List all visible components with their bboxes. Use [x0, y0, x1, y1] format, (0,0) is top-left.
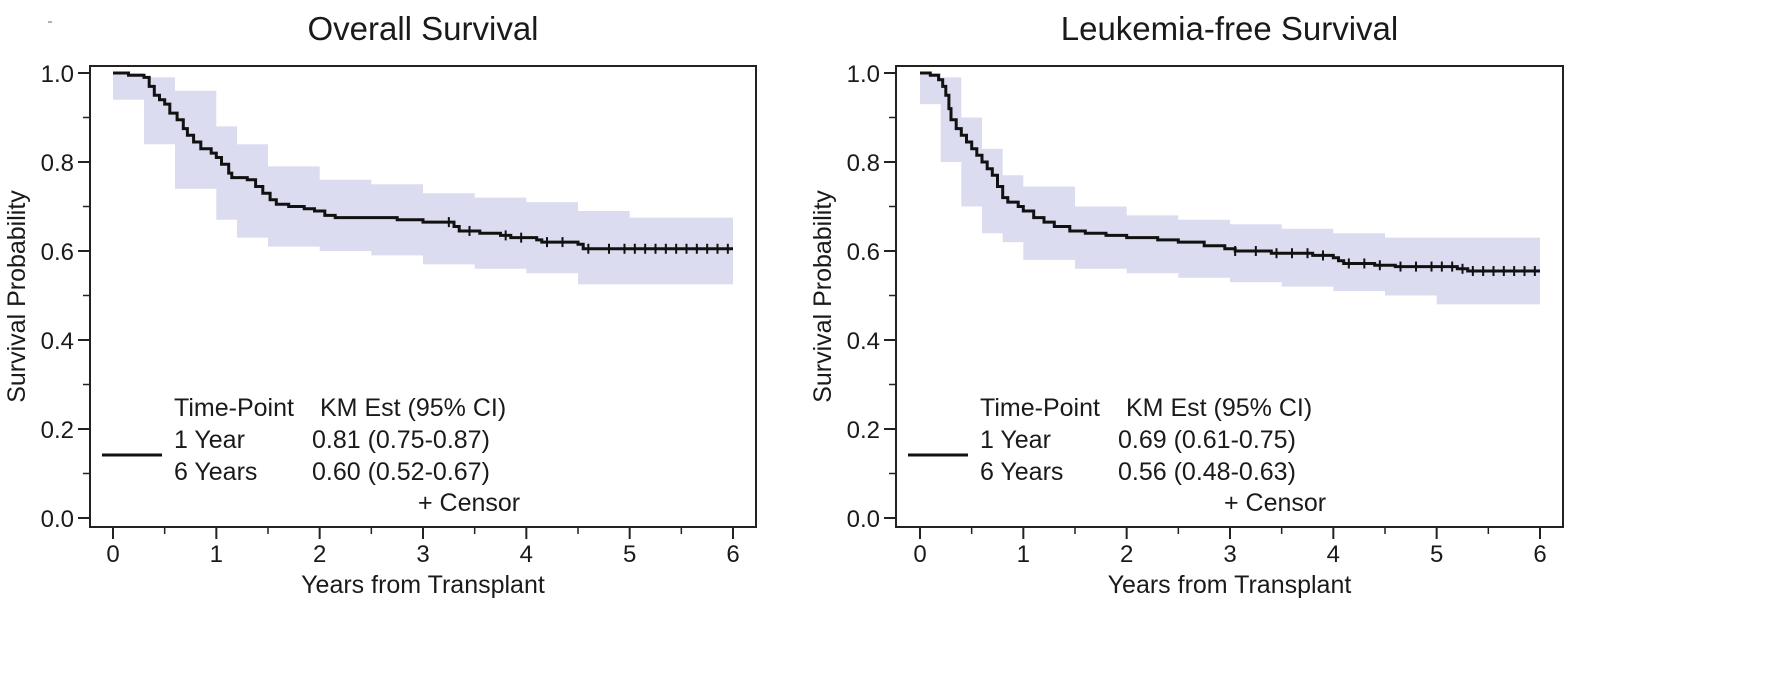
x-tick-label: 2 — [313, 541, 326, 568]
legend-row-estimate: 0.56 (0.48-0.63) — [1118, 458, 1296, 486]
legend-header-estimate: KM Est (95% CI) — [320, 394, 506, 422]
chart-title: Overall Survival — [307, 10, 538, 47]
legend-row-estimate: 0.60 (0.52-0.67) — [312, 458, 490, 486]
legend-header-timepoint: Time-Point — [174, 394, 294, 422]
y-tick-label: 0.0 — [847, 506, 880, 533]
km-survival-curve — [113, 71, 733, 251]
chart-title: Leukemia-free Survival — [1061, 10, 1398, 47]
x-tick-label: 5 — [623, 541, 636, 568]
y-tick-label: 0.4 — [847, 328, 880, 355]
legend-row-timepoint: 6 Years — [980, 458, 1063, 486]
x-axis-label: Years from Transplant — [1108, 571, 1352, 599]
confidence-band — [113, 73, 733, 285]
x-axis-label: Years from Transplant — [301, 571, 545, 599]
y-axis-label: Survival Probability — [3, 190, 31, 403]
y-tick-label: 0.6 — [847, 239, 880, 266]
y-tick-label: 1.0 — [847, 61, 880, 88]
x-tick-label: 1 — [210, 541, 223, 568]
x-tick-label: 0 — [913, 541, 926, 568]
y-tick-label: 0.4 — [41, 328, 74, 355]
x-tick-label: 2 — [1120, 541, 1133, 568]
x-tick-label: 3 — [1223, 541, 1236, 568]
legend-censor-label: + Censor — [1224, 489, 1326, 517]
x-tick-label: 4 — [1327, 541, 1340, 568]
chart-panel-1: Overall Survival 0 1 2 3 4 5 6 0.0 0.2 0.4 0.6 0.8 1.… — [3, 10, 757, 599]
legend-row-timepoint: 1 Year — [980, 426, 1051, 454]
y-tick-label: 0.6 — [41, 239, 74, 266]
y-tick-label: 0.2 — [847, 417, 880, 444]
x-tick-label: 6 — [1533, 541, 1546, 568]
x-tick-label: 1 — [1017, 541, 1030, 568]
x-tick-label: 4 — [520, 541, 533, 568]
confidence-band — [920, 73, 1540, 305]
legend-row-timepoint: 6 Years — [174, 458, 257, 486]
legend-row-timepoint: 1 Year — [174, 426, 245, 454]
legend-row-estimate: 0.81 (0.75-0.87) — [312, 426, 490, 454]
x-tick-label: 5 — [1430, 541, 1443, 568]
km-survival-curve — [920, 71, 1540, 273]
chart-panel-2: Leukemia-free Survival 0 1 2 3 4 5 6 0.0 0.2 0.4 0.… — [809, 10, 1564, 599]
x-tick-label: 6 — [726, 541, 739, 568]
y-tick-label: 1.0 — [41, 61, 74, 88]
y-tick-label: 0.2 — [41, 417, 74, 444]
legend-censor-label: + Censor — [418, 489, 520, 517]
y-tick-label: 0.0 — [41, 506, 74, 533]
x-tick-label: 3 — [416, 541, 429, 568]
y-tick-label: 0.8 — [41, 150, 74, 177]
x-tick-label: 0 — [106, 541, 119, 568]
legend-header-estimate: KM Est (95% CI) — [1126, 394, 1312, 422]
legend-header-timepoint: Time-Point — [980, 394, 1100, 422]
y-tick-label: 0.8 — [847, 150, 880, 177]
y-axis-label: Survival Probability — [809, 190, 837, 403]
legend-row-estimate: 0.69 (0.61-0.75) — [1118, 426, 1296, 454]
